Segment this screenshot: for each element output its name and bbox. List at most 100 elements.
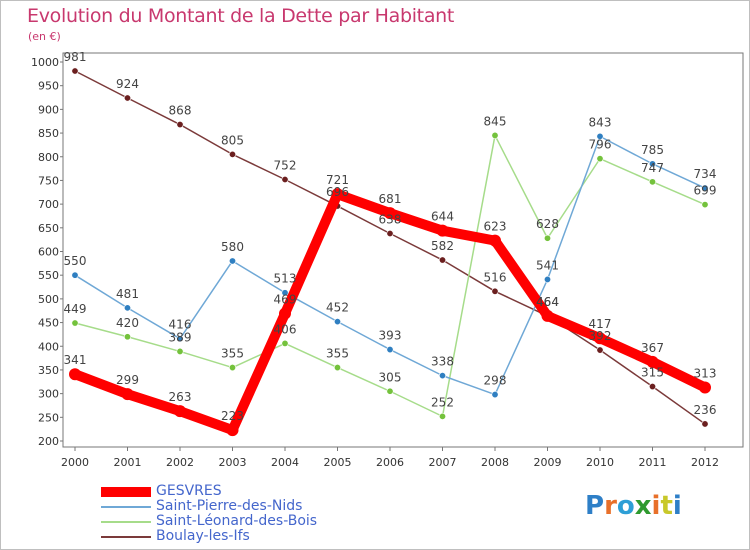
y-tick-label: 550	[38, 269, 59, 282]
data-label-3: 638	[379, 212, 402, 226]
series-point-0	[331, 188, 344, 201]
data-label-3: 868	[169, 104, 192, 118]
y-tick-label: 450	[38, 317, 59, 330]
series-point-0	[646, 355, 659, 368]
data-label-1: 481	[116, 287, 139, 301]
series-point-1	[124, 304, 132, 312]
series-point-1	[71, 271, 79, 279]
data-label-1: 734	[694, 167, 717, 181]
legend-label-saint-pierre: Saint-Pierre-des-Nids	[156, 498, 303, 514]
series-point-2	[596, 155, 604, 163]
data-label-1: 550	[64, 254, 87, 268]
data-label-0: 263	[169, 390, 192, 404]
logo-letter: i	[672, 491, 682, 521]
data-label-1: 298	[484, 374, 507, 388]
x-tick-label: 2007	[429, 456, 457, 469]
series-point-2	[229, 364, 237, 372]
data-label-2: 406	[274, 322, 297, 336]
series-point-3	[491, 287, 499, 295]
series-point-3	[229, 150, 237, 158]
proxiti-logo: Proxiti	[585, 491, 682, 521]
series-layer	[69, 67, 711, 437]
series-point-2	[438, 412, 446, 420]
series-point-2	[491, 131, 499, 139]
series-point-1	[648, 160, 656, 168]
data-label-2: 420	[116, 316, 139, 330]
data-label-1: 416	[169, 318, 192, 332]
series-point-3	[438, 256, 446, 264]
logo-letter: P	[585, 491, 605, 521]
series-point-3	[281, 175, 289, 183]
legend-label-boulay: Boulay-les-Ifs	[156, 528, 250, 544]
series-point-1	[176, 335, 184, 343]
y-tick-label: 800	[38, 151, 59, 164]
data-label-1: 785	[641, 143, 664, 157]
data-label-1: 541	[536, 258, 559, 272]
series-point-3	[71, 67, 79, 75]
y-tick-label: 300	[38, 388, 59, 401]
series-point-1	[491, 391, 499, 399]
data-label-0: 721	[326, 173, 349, 187]
series-point-0	[279, 307, 291, 320]
unit-label: (en €)	[28, 30, 61, 43]
logo-letter: i	[651, 491, 661, 521]
data-label-1: 393	[379, 329, 402, 343]
axes: 200 250 300 350 400 450 500 550 600 650 700 750 800 8…	[31, 52, 744, 469]
x-tick-label: 2001	[114, 456, 142, 469]
y-tick-label: 250	[38, 411, 59, 424]
data-label-1: 513	[274, 272, 297, 286]
series-point-0	[121, 388, 134, 401]
series-point-2	[648, 178, 656, 186]
data-label-0: 367	[641, 341, 664, 355]
data-label-3: 582	[431, 239, 454, 253]
series-point-0	[541, 309, 554, 322]
legend-swatch-saint-pierre	[101, 506, 151, 508]
series-point-1	[229, 257, 237, 265]
series-line-1	[74, 135, 706, 396]
y-tick-label: 350	[38, 364, 59, 377]
x-tick-label: 2002	[166, 456, 194, 469]
series-point-0	[384, 207, 396, 220]
series-point-2	[71, 319, 79, 327]
data-label-0: 644	[431, 210, 454, 224]
data-label-0: 469	[274, 293, 297, 307]
series-point-0	[436, 224, 449, 237]
y-tick-label: 200	[38, 435, 59, 448]
legend-swatch-saint-leonard	[101, 521, 151, 523]
legend-swatch-boulay	[101, 536, 151, 538]
y-tick-label: 700	[38, 198, 59, 211]
y-tick-label: 750	[38, 174, 59, 187]
plot-area-border	[62, 52, 744, 448]
data-label-2: 389	[169, 330, 192, 344]
series-point-1	[386, 346, 394, 354]
series-point-1	[281, 289, 289, 297]
data-label-3: 696	[326, 185, 349, 199]
series-point-0	[594, 332, 606, 345]
data-label-1: 843	[589, 115, 612, 129]
logo-letter: o	[616, 491, 635, 521]
x-tick-label: 2006	[376, 456, 404, 469]
data-label-0: 623	[484, 220, 507, 234]
y-tick-label: 950	[38, 80, 59, 93]
x-tick-label: 2010	[586, 456, 614, 469]
series-point-1	[438, 372, 446, 380]
data-label-0: 313	[694, 366, 717, 380]
x-tick-label: 2004	[271, 456, 299, 469]
data-label-3: 315	[641, 366, 664, 380]
data-label-2: 747	[641, 161, 664, 175]
data-label-0: 464	[536, 295, 559, 309]
data-label-1: 580	[221, 240, 244, 254]
data-label-2: 252	[431, 395, 454, 409]
x-tick-label: 2009	[534, 456, 562, 469]
data-label-3: 464	[536, 295, 559, 309]
data-label-0: 417	[589, 317, 612, 331]
series-point-3	[648, 383, 656, 391]
data-label-2: 305	[379, 370, 402, 384]
data-label-0: 299	[116, 373, 139, 387]
data-label-2: 796	[589, 138, 612, 152]
data-label-3: 392	[589, 329, 612, 343]
series-point-3	[386, 229, 394, 237]
series-point-3	[701, 420, 709, 428]
chart-title: Evolution du Montant de la Dette par Hab…	[27, 5, 455, 27]
